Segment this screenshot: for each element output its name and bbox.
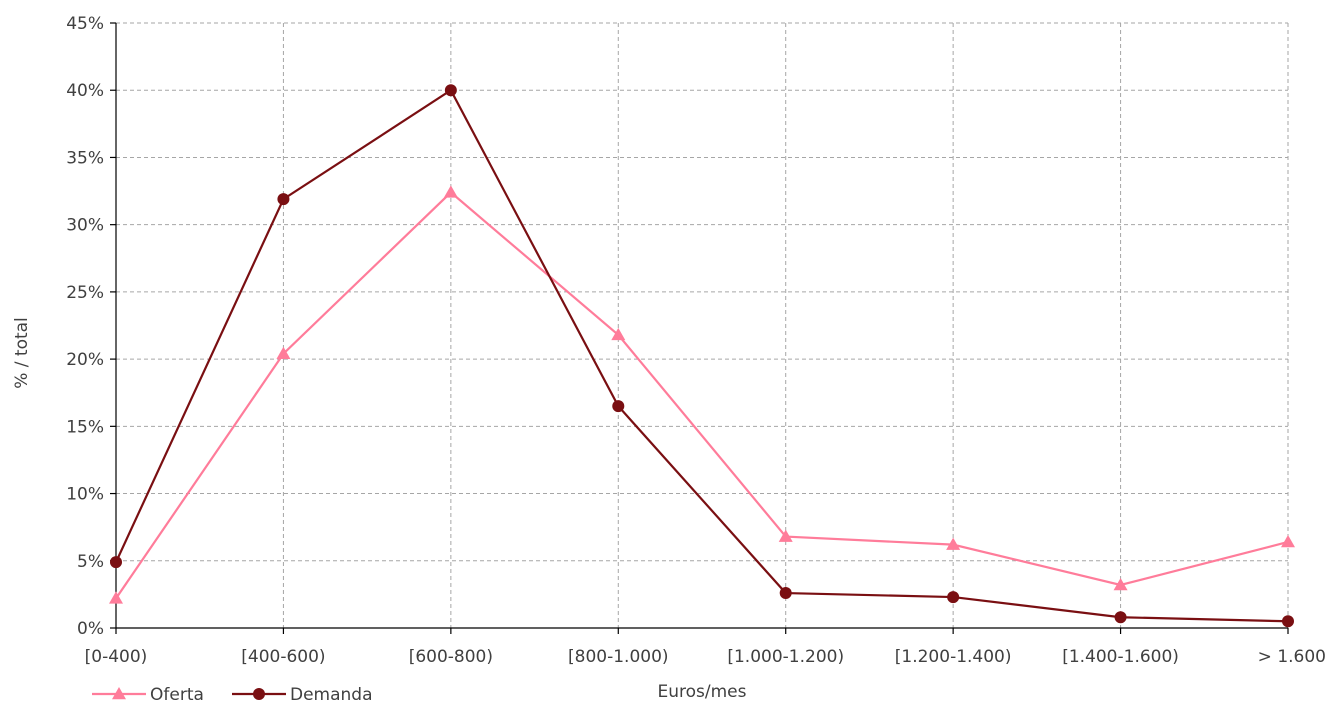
series-demanda bbox=[110, 84, 1294, 628]
y-tick-label: 15% bbox=[66, 417, 104, 437]
series-line-oferta bbox=[115, 190, 1289, 600]
data-point-demanda bbox=[444, 84, 457, 97]
data-point-oferta bbox=[946, 537, 961, 550]
x-tick-label: [1.400-1.600) bbox=[1062, 647, 1179, 667]
data-point-oferta bbox=[1281, 534, 1295, 548]
x-axis-title: Euros/mes bbox=[658, 682, 747, 702]
y-tick-label: 30% bbox=[66, 216, 104, 236]
legend-label-oferta: Oferta bbox=[150, 685, 204, 705]
y-tick-label: 45% bbox=[66, 14, 104, 34]
x-tick-label: > 1.600 bbox=[1258, 647, 1326, 667]
legend-marker-demanda bbox=[253, 688, 265, 700]
data-point-oferta bbox=[611, 327, 626, 341]
data-point-oferta bbox=[778, 529, 793, 542]
y-tick-labels: 0% 5% 10% 15% 20% 25% 30% 35% 40% 45% bbox=[66, 14, 104, 639]
y-tick-label: 35% bbox=[66, 148, 104, 168]
y-tick-label: 10% bbox=[66, 485, 104, 505]
x-tick-labels: [0-400) [400-600) [600-800) [800-1.000) [1.0… bbox=[85, 647, 1326, 667]
legend-item-oferta: Oferta bbox=[92, 685, 204, 705]
data-point-demanda bbox=[1114, 611, 1127, 624]
data-point-oferta bbox=[109, 591, 123, 604]
x-tick-label: [1.000-1.200) bbox=[727, 647, 844, 667]
x-tick-label: [400-600) bbox=[241, 647, 325, 667]
series-oferta bbox=[109, 185, 1295, 604]
y-tick-label: 40% bbox=[66, 81, 104, 101]
legend: Oferta Demanda bbox=[92, 685, 373, 705]
data-point-demanda bbox=[947, 591, 960, 604]
legend-item-demanda: Demanda bbox=[232, 685, 373, 705]
data-point-demanda bbox=[277, 193, 290, 206]
y-tick-label: 0% bbox=[77, 619, 104, 639]
data-point-oferta bbox=[443, 185, 458, 198]
axes bbox=[110, 22, 1289, 634]
y-tick-label: 25% bbox=[66, 283, 104, 303]
y-axis-title: % / total bbox=[12, 317, 32, 389]
data-point-demanda bbox=[612, 400, 625, 413]
legend-label-demanda: Demanda bbox=[290, 685, 373, 705]
y-tick-label: 5% bbox=[77, 552, 104, 572]
legend-marker-oferta bbox=[112, 687, 126, 700]
data-point-oferta bbox=[276, 346, 291, 359]
x-tick-label: [0-400) bbox=[85, 647, 148, 667]
x-tick-label: [800-1.000) bbox=[568, 647, 669, 667]
data-point-oferta bbox=[1113, 577, 1128, 591]
x-tick-label: [1.200-1.400) bbox=[895, 647, 1012, 667]
data-point-demanda bbox=[779, 587, 792, 600]
data-point-demanda bbox=[1282, 615, 1294, 628]
series-line-demanda bbox=[115, 88, 1289, 623]
x-tick-label: [600-800) bbox=[409, 647, 493, 667]
data-point-demanda bbox=[110, 556, 122, 569]
grid bbox=[116, 22, 1289, 628]
series bbox=[109, 84, 1295, 628]
y-tick-label: 20% bbox=[66, 350, 104, 370]
